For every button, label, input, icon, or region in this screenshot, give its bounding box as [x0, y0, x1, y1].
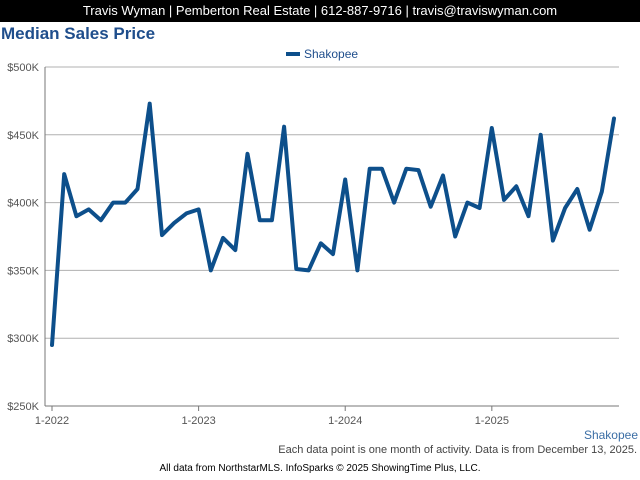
- data-point: [404, 167, 408, 171]
- data-point: [123, 201, 127, 205]
- data-point: [148, 102, 152, 106]
- data-point: [294, 267, 298, 271]
- y-tick-label: $350K: [7, 265, 39, 277]
- data-point: [514, 184, 518, 188]
- data-point: [563, 206, 567, 210]
- data-point: [74, 214, 78, 218]
- x-tick-label: 1-2023: [181, 415, 215, 427]
- data-point: [87, 207, 91, 211]
- data-point: [62, 172, 66, 176]
- y-tick-label: $300K: [7, 333, 39, 345]
- data-point: [270, 218, 274, 222]
- y-tick-label: $450K: [7, 130, 39, 142]
- data-point: [368, 167, 372, 171]
- data-point: [197, 207, 201, 211]
- legend-label: Shakopee: [304, 47, 358, 61]
- y-tick-label: $400K: [7, 198, 39, 210]
- data-point: [209, 268, 213, 272]
- data-point: [453, 235, 457, 239]
- data-point: [50, 343, 54, 347]
- data-point: [233, 248, 237, 252]
- grid-lines: [45, 66, 619, 339]
- data-point: [331, 252, 335, 256]
- data-point: [502, 198, 506, 202]
- data-point: [465, 201, 469, 205]
- data-point: [526, 214, 530, 218]
- data-point: [245, 152, 249, 156]
- data-point: [600, 190, 604, 194]
- header-bar: Travis Wyman | Pemberton Real Estate | 6…: [0, 0, 640, 22]
- series-line-shakopee: [50, 101, 616, 347]
- data-point: [539, 133, 543, 137]
- legend[interactable]: Shakopee: [286, 47, 358, 61]
- data-point: [184, 211, 188, 215]
- data-point: [343, 178, 347, 182]
- data-point: [490, 126, 494, 130]
- data-point: [417, 168, 421, 172]
- chart-title: Median Sales Price: [1, 24, 156, 43]
- data-point: [136, 187, 140, 191]
- data-point: [111, 201, 115, 205]
- data-point: [588, 228, 592, 232]
- y-tick-label: $500K: [7, 62, 39, 74]
- data-note: Each data point is one month of activity…: [278, 444, 637, 456]
- data-point: [380, 167, 384, 171]
- footer-credit: All data from NorthstarMLS. InfoSparks ©…: [159, 463, 481, 474]
- x-axis: 1-2022 1-2023 1-2024 1-2025: [35, 405, 619, 427]
- data-point: [172, 221, 176, 225]
- data-point: [258, 218, 262, 222]
- header-text: Travis Wyman | Pemberton Real Estate | 6…: [82, 3, 558, 18]
- data-point: [307, 268, 311, 272]
- data-point: [575, 187, 579, 191]
- x-tick-label: 1-2022: [35, 415, 69, 427]
- data-point: [551, 239, 555, 243]
- data-point: [612, 117, 616, 121]
- y-axis: $250K $300K $350K $400K $450K $500K: [7, 62, 46, 413]
- data-point: [478, 206, 482, 210]
- data-point: [160, 233, 164, 237]
- series-label: Shakopee: [583, 428, 638, 442]
- data-point: [392, 201, 396, 205]
- data-point: [221, 236, 225, 240]
- x-tick-label: 1-2024: [328, 415, 362, 427]
- data-point: [319, 241, 323, 245]
- y-tick-label: $250K: [7, 401, 39, 413]
- data-point: [282, 125, 286, 129]
- data-point: [355, 268, 359, 272]
- data-point: [429, 205, 433, 209]
- data-point: [99, 218, 103, 222]
- data-point: [441, 173, 445, 177]
- plot-area: [50, 101, 616, 347]
- x-tick-label: 1-2025: [475, 415, 509, 427]
